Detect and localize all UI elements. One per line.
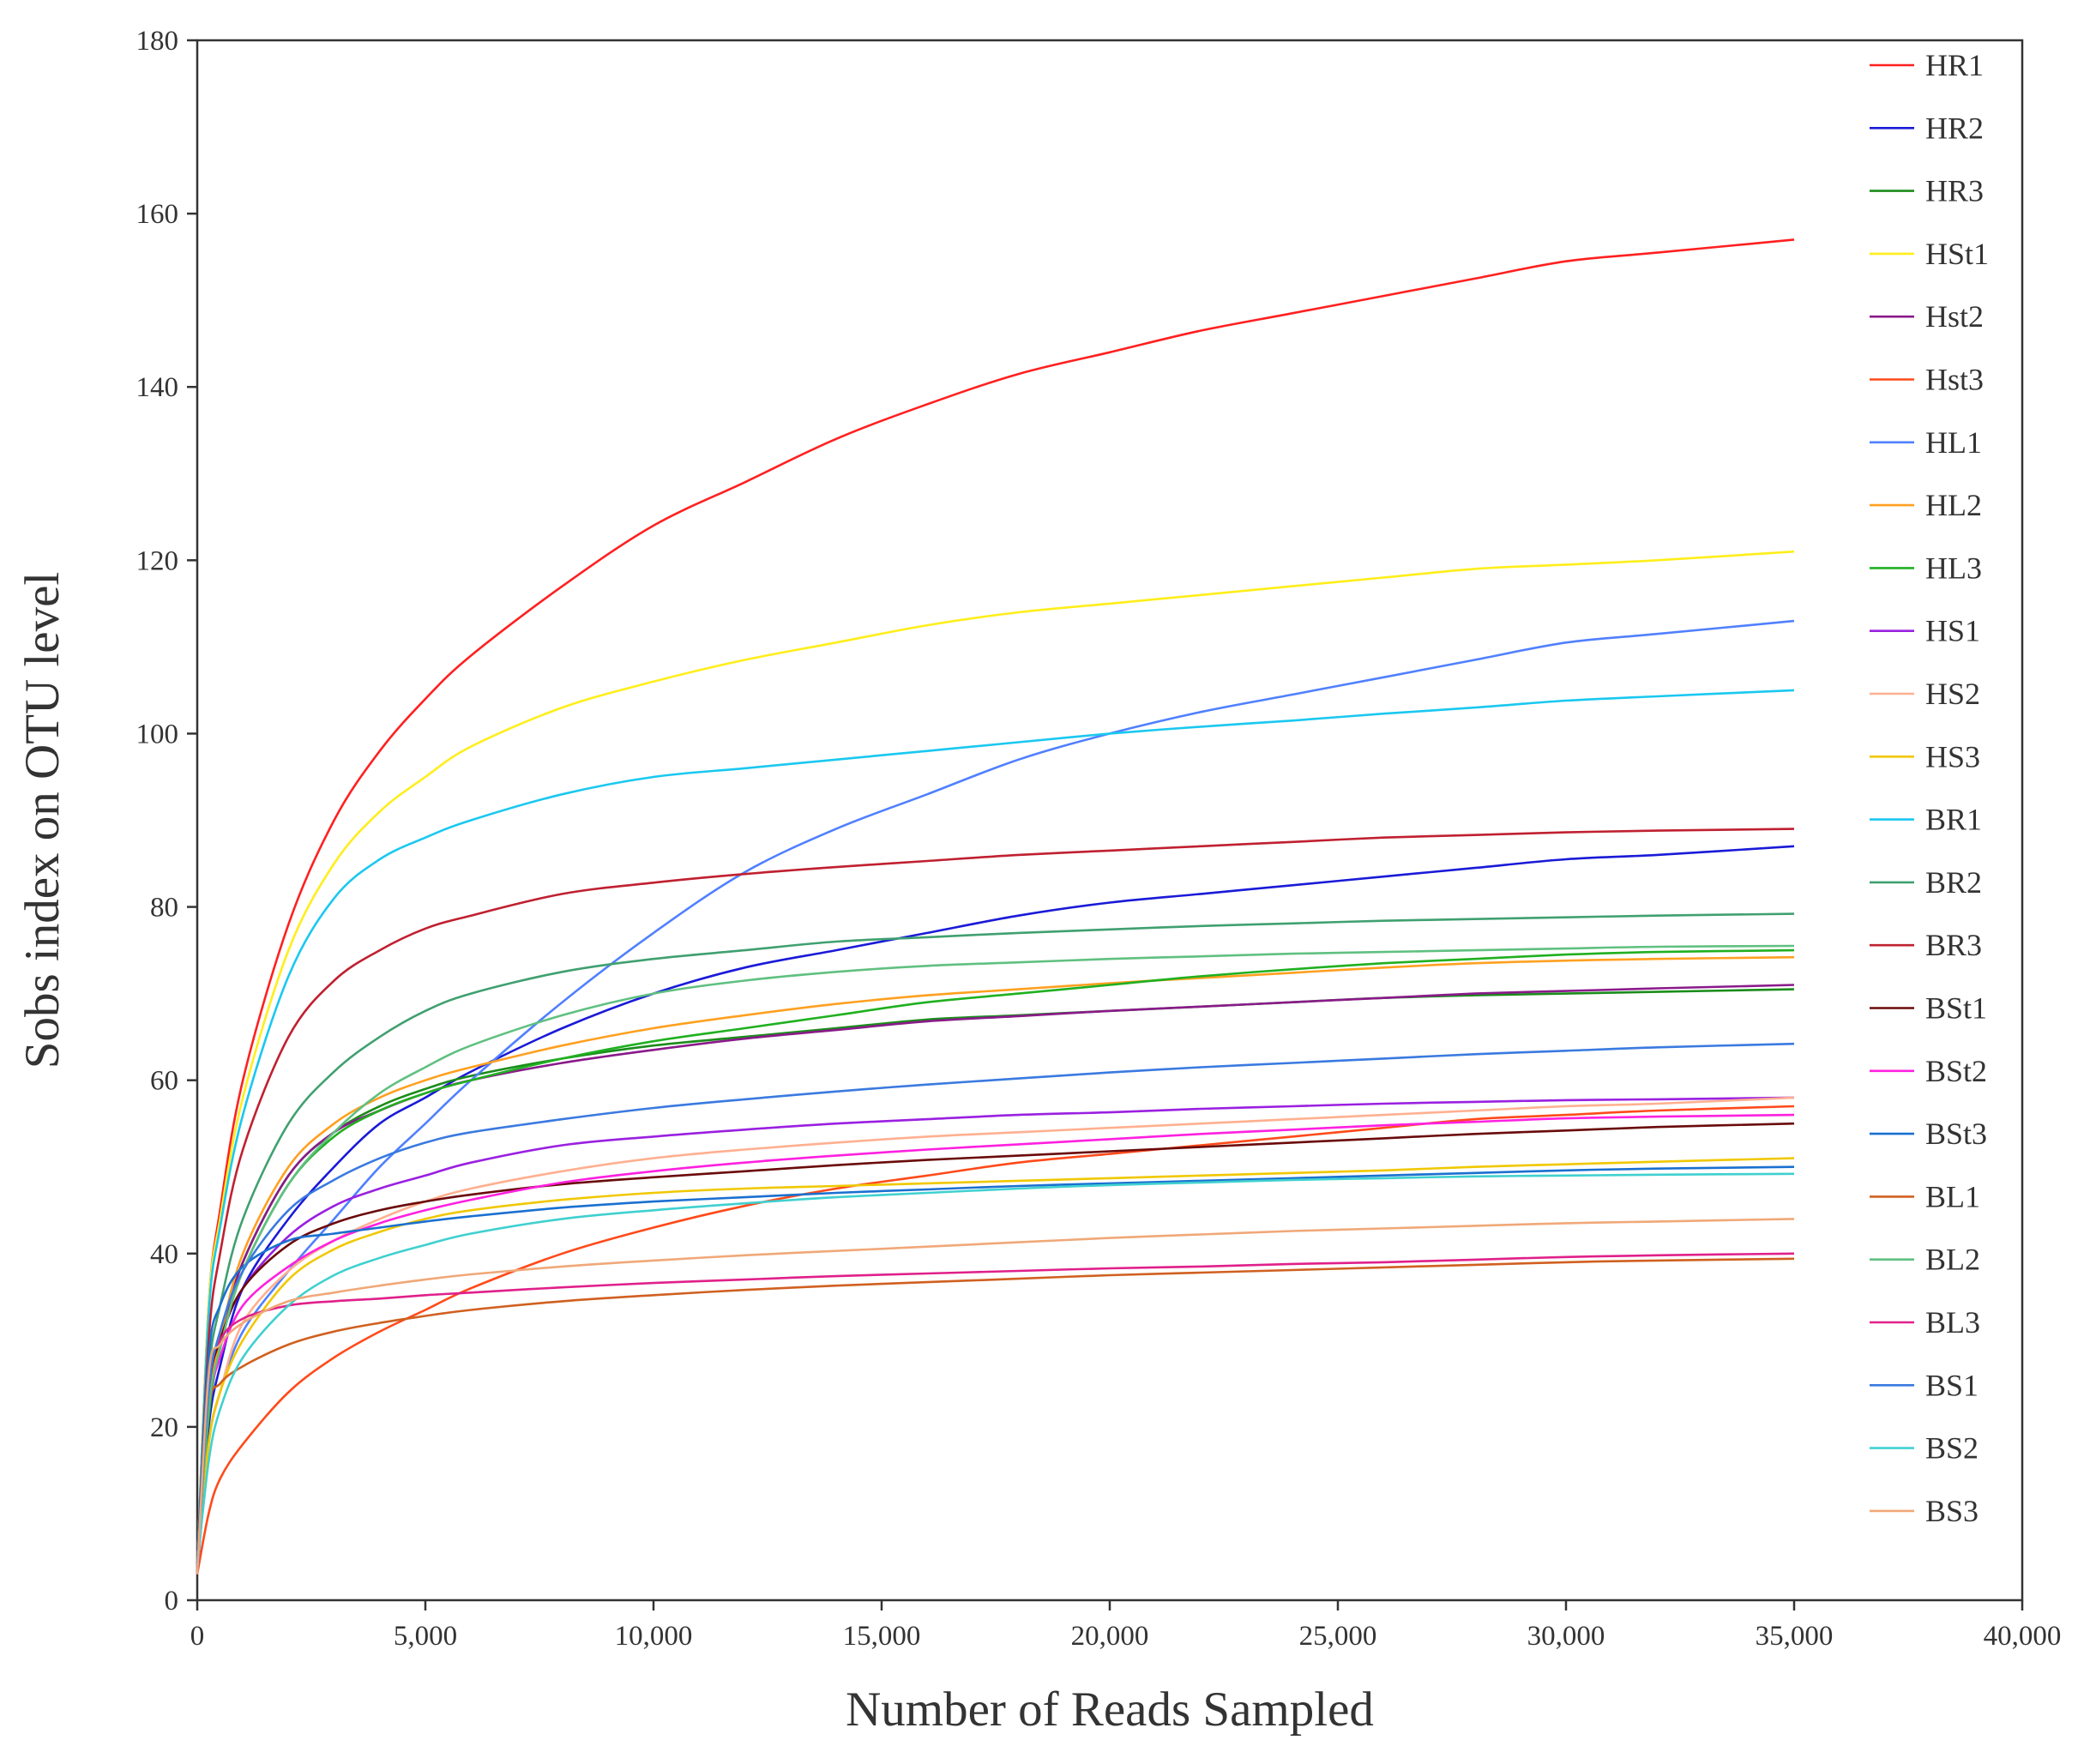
series-line-hs3 [196,1157,1795,1566]
y-tick-label: 80 [150,893,178,924]
legend-label-hst1: HSt1 [1925,237,1989,271]
y-axis-title: Sobs index on OTU level [15,572,69,1069]
x-tick-label: 20,000 [1071,1621,1149,1652]
legend-label-hst3: Hst3 [1925,363,1984,397]
legend-label-bl1: BL1 [1925,1179,1980,1213]
legend-label-hl2: HL2 [1925,488,1982,522]
series-line-bst2 [196,1113,1795,1566]
series-line-hr2 [196,845,1795,1566]
legend-label-hr1: HR1 [1925,48,1984,82]
series-line-hl1 [196,619,1795,1574]
series-line-bl3 [196,1252,1795,1574]
x-tick-label: 5,000 [394,1621,457,1652]
series-line-hr1 [196,238,1795,1566]
y-tick-label: 160 [136,199,179,230]
y-tick-label: 60 [150,1066,178,1097]
legend-label-bl3: BL3 [1925,1305,1980,1340]
legend-label-bst2: BSt2 [1925,1054,1987,1088]
y-tick-label: 40 [150,1239,178,1270]
series-line-br2 [196,912,1795,1566]
series-line-bst1 [196,1122,1795,1566]
legend-label-bs3: BS3 [1925,1494,1979,1528]
x-tick-label: 35,000 [1756,1621,1834,1652]
x-axis-title: Number of Reads Sampled [846,1683,1374,1737]
series-line-bs2 [196,1172,1795,1566]
legend-label-bs1: BS1 [1925,1368,1979,1402]
x-tick-label: 25,000 [1299,1621,1377,1652]
series-line-hst3 [196,1105,1795,1574]
legend-label-bst1: BSt1 [1925,991,1987,1026]
y-tick-label: 140 [136,372,179,403]
y-tick-label: 0 [165,1586,179,1616]
y-tick-label: 20 [150,1412,178,1443]
legend-label-bs2: BS2 [1925,1431,1979,1466]
series-line-hst2 [196,984,1795,1566]
series-lines [196,238,1795,1574]
series-line-bst3 [196,1165,1795,1566]
x-tick-label: 10,000 [615,1621,693,1652]
series-line-hs2 [196,1096,1795,1566]
series-line-br3 [196,828,1795,1566]
series-line-bs3 [196,1218,1795,1574]
legend-label-br1: BR1 [1925,803,1982,837]
legend-label-hs2: HS2 [1925,677,1980,711]
legend-label-hr3: HR3 [1925,174,1984,208]
legend-label-bl2: BL2 [1925,1243,1980,1277]
series-line-hl2 [196,955,1795,1566]
y-tick-label: 180 [136,26,179,57]
series-line-bl1 [196,1257,1795,1566]
series-line-bl2 [196,944,1795,1566]
x-axis: 0 5,000 10,000 15,000 20,000 25,000 30,000 35,0… [190,1600,2062,1652]
legend-label-hl1: HL1 [1925,425,1982,460]
series-line-bs1 [196,1042,1795,1566]
legend-label-hr2: HR2 [1925,111,1984,145]
legend-label-br2: BR2 [1925,865,1982,900]
series-line-hs1 [196,1096,1795,1566]
x-tick-label: 15,000 [843,1621,921,1652]
legend-label-hs1: HS1 [1925,614,1980,648]
x-tick-label: 30,000 [1527,1621,1605,1652]
x-tick-label: 0 [190,1621,205,1652]
legend-label-bst3: BSt3 [1925,1117,1987,1151]
legend-label-hl3: HL3 [1925,551,1982,585]
x-tick-label: 40,000 [1984,1621,2062,1652]
y-tick-label: 120 [136,545,179,576]
legend: HR1 HR2 HR3 HSt1 Hst2 Hst3 HL1 HL2 HL3 HS1 HS2 HS3 B… [1870,48,1989,1528]
series-line-br1 [196,689,1795,1566]
y-axis: 0 20 40 60 80 100 120 140 160 180 [136,26,197,1616]
legend-label-br3: BR3 [1925,928,1982,962]
legend-label-hst2: Hst2 [1925,299,1984,334]
series-line-hst1 [196,550,1795,1566]
y-tick-label: 100 [136,719,179,750]
legend-label-hs3: HS3 [1925,739,1980,774]
